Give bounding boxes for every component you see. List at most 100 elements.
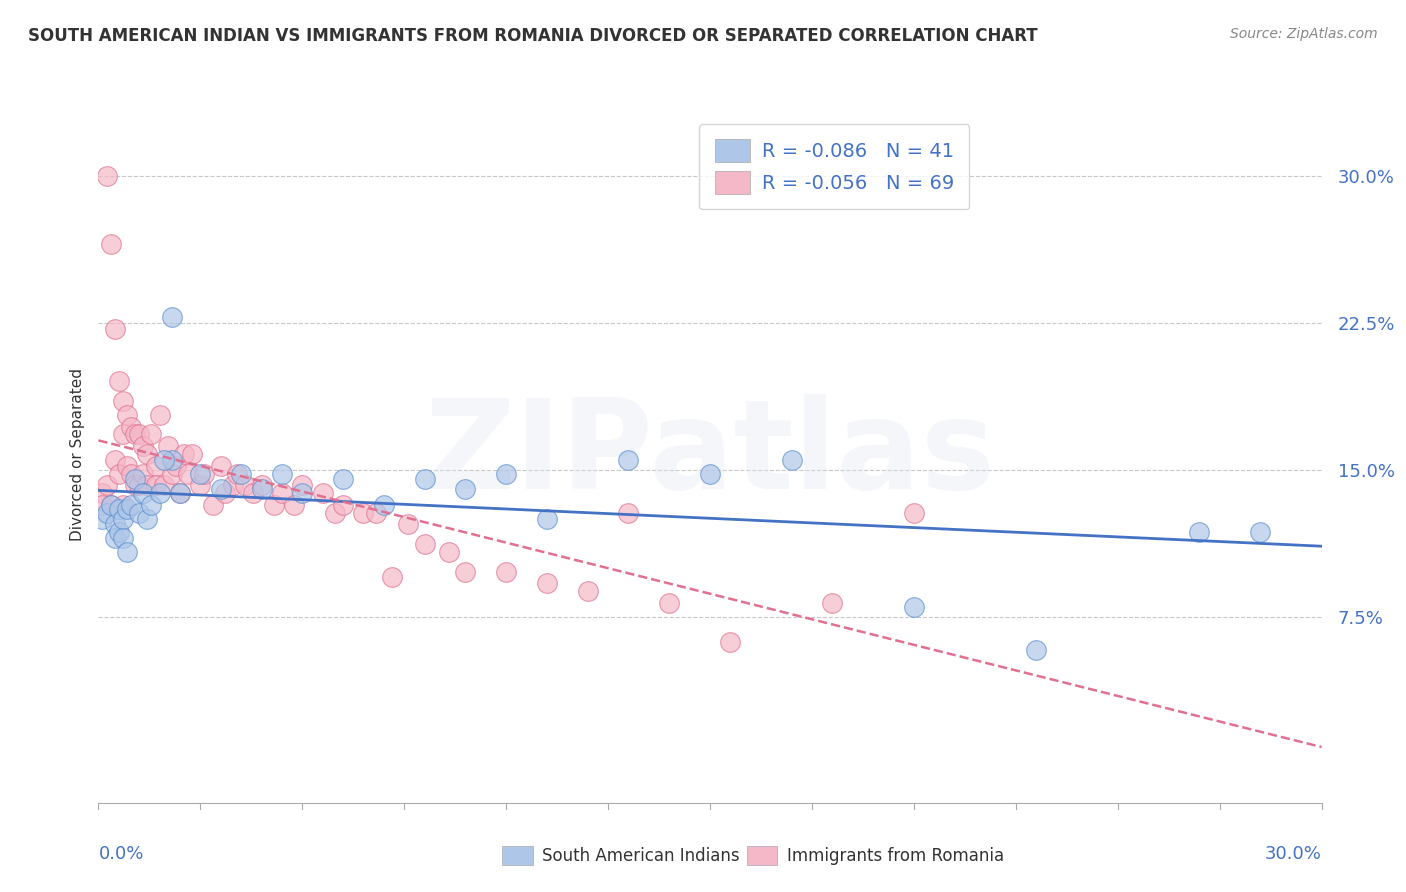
Point (115, 458, 138, 473)
Point (149, 408, 172, 422)
Point (903, 599, 925, 614)
Point (312, 486, 335, 500)
Point (136, 511, 159, 525)
Point (658, 596, 681, 610)
Point (128, 427, 150, 442)
Point (181, 447, 204, 461)
Point (283, 498, 305, 512)
Point (96, 506, 118, 520)
Point (169, 486, 191, 500)
Point (145, 458, 167, 473)
Point (188, 467, 212, 481)
Point (128, 478, 150, 492)
Point (214, 486, 236, 500)
Point (201, 498, 224, 512)
Point (495, 565, 517, 579)
Point (373, 498, 395, 512)
Point (173, 447, 195, 461)
Point (209, 482, 232, 496)
Point (413, 537, 436, 551)
Point (91, 511, 114, 525)
Point (332, 498, 354, 512)
Point (242, 486, 264, 500)
Point (617, 452, 640, 467)
Point (152, 452, 174, 467)
Text: ZIPatlas: ZIPatlas (425, 394, 995, 516)
Point (231, 467, 253, 481)
Point (145, 478, 167, 492)
Point (454, 482, 477, 496)
Point (332, 472, 354, 486)
Point (617, 506, 640, 520)
Point (132, 486, 155, 500)
Point (903, 506, 925, 520)
Point (104, 321, 127, 335)
Point (115, 501, 138, 516)
Point (124, 427, 146, 442)
Point (104, 452, 127, 467)
Point (111, 498, 134, 512)
Point (120, 498, 142, 512)
Point (120, 419, 142, 434)
Point (352, 506, 374, 520)
Point (160, 467, 183, 481)
Point (111, 531, 134, 545)
Point (104, 531, 127, 545)
FancyBboxPatch shape (747, 846, 778, 865)
Point (233, 478, 256, 492)
Point (111, 394, 134, 409)
Point (108, 501, 131, 516)
Point (120, 467, 142, 481)
Point (437, 545, 460, 559)
Point (270, 486, 294, 500)
Point (169, 486, 191, 500)
Point (413, 472, 436, 486)
Point (323, 506, 346, 520)
Point (108, 467, 131, 481)
Point (226, 467, 249, 481)
Point (263, 498, 285, 512)
Point (718, 635, 742, 649)
Point (1249, 525, 1271, 540)
Point (165, 458, 187, 473)
Point (780, 452, 803, 467)
Point (495, 467, 517, 481)
Point (115, 408, 138, 422)
Legend: R = -0.086   N = 41, R = -0.056   N = 69: R = -0.086 N = 41, R = -0.056 N = 69 (699, 124, 969, 210)
Point (454, 565, 477, 579)
Point (149, 486, 172, 500)
Point (291, 486, 314, 500)
Point (209, 458, 232, 473)
Point (177, 467, 200, 481)
Point (536, 576, 558, 591)
Text: Source: ZipAtlas.com: Source: ZipAtlas.com (1230, 27, 1378, 41)
Point (222, 478, 245, 492)
Point (364, 506, 387, 520)
Point (111, 511, 134, 525)
Point (91, 486, 114, 500)
Point (396, 517, 419, 532)
Point (536, 511, 558, 525)
Point (115, 545, 138, 559)
Point (124, 472, 146, 486)
Point (91, 498, 114, 512)
Point (250, 478, 273, 492)
Point (1188, 525, 1211, 540)
Point (96, 478, 118, 492)
Point (576, 584, 599, 599)
Text: 0.0%: 0.0% (98, 845, 143, 863)
Point (160, 310, 183, 324)
Point (821, 596, 844, 610)
Point (128, 506, 150, 520)
Point (381, 570, 404, 584)
Point (132, 439, 155, 453)
Point (160, 452, 183, 467)
Text: Immigrants from Romania: Immigrants from Romania (787, 847, 1004, 865)
Point (136, 478, 159, 492)
Point (291, 478, 314, 492)
Point (136, 447, 159, 461)
Y-axis label: Divorced or Separated: Divorced or Separated (69, 368, 84, 541)
Point (96, 169, 118, 183)
Point (124, 478, 146, 492)
Point (1025, 643, 1047, 657)
